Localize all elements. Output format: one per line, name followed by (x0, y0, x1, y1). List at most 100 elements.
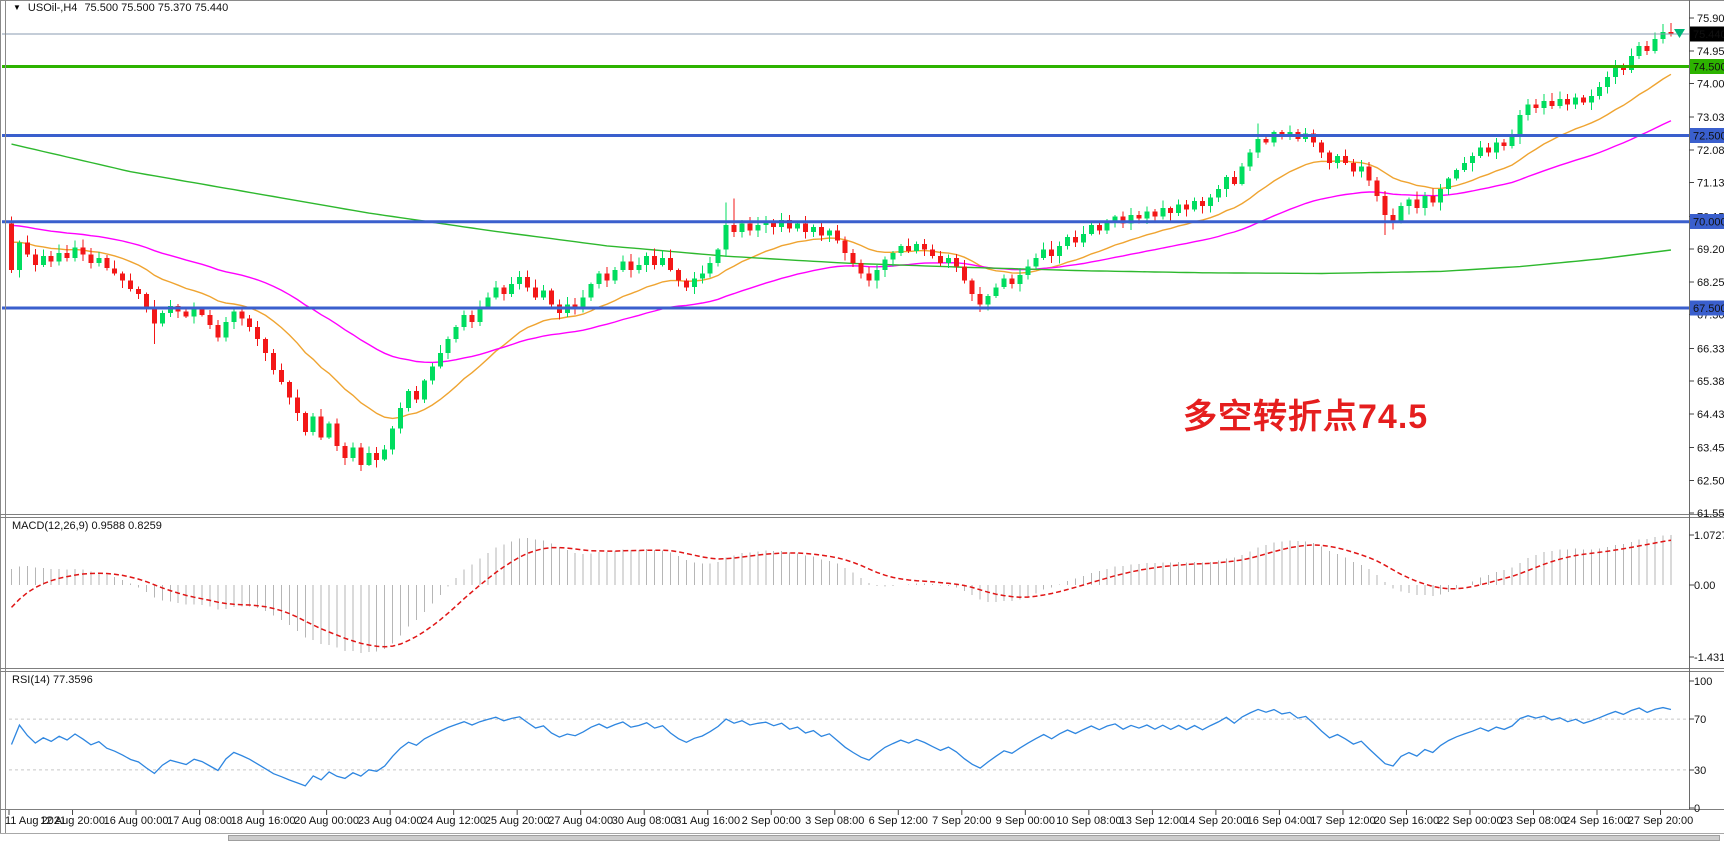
candle (80, 247, 86, 255)
price-axis[interactable]: 75.90574.95574.00573.03072.08071.13070.1… (1689, 13, 1724, 520)
candle (636, 264, 642, 270)
candle (1525, 104, 1531, 115)
candle (231, 311, 237, 322)
candle (1065, 237, 1071, 246)
candle (255, 326, 261, 339)
candle (850, 252, 856, 264)
rsi-line (10, 706, 1672, 787)
macd-indicator-label: MACD(12,26,9) 0.9588 0.8259 (12, 520, 162, 532)
candle (699, 273, 705, 279)
candle (1311, 133, 1317, 143)
candle (1454, 170, 1460, 179)
time-tick-label: 18 Aug 16:00 (231, 815, 296, 827)
scrollbar-thumb[interactable] (228, 835, 1720, 841)
candle (1223, 176, 1229, 189)
candle (890, 252, 896, 260)
ma-mid-magenta (11, 120, 1672, 364)
candle (1573, 97, 1579, 105)
candle (691, 278, 697, 288)
candle (644, 256, 650, 265)
candle (294, 397, 300, 414)
candle (1644, 45, 1650, 51)
candle (112, 268, 118, 274)
candle (120, 273, 126, 281)
time-tick-label: 10 Sep 08:00 (1056, 815, 1121, 827)
time-tick-label: 11 Aug 2021 (5, 815, 66, 827)
price-line-label: 67.500 (1693, 303, 1724, 315)
candle (366, 452, 372, 465)
candle (334, 423, 340, 446)
candle (1462, 163, 1468, 170)
candle (24, 242, 30, 255)
time-tick-label: 6 Sep 12:00 (869, 815, 928, 827)
candle (183, 311, 189, 317)
candle (1049, 249, 1055, 257)
time-tick-label: 30 Aug 08:00 (612, 815, 677, 827)
ma-slow-green (11, 143, 1672, 275)
symbol-menu-icon[interactable]: ▼ (13, 3, 21, 12)
candle (540, 290, 546, 298)
candle (445, 339, 451, 353)
price-line-label: 74.500 (1693, 62, 1724, 74)
candle (866, 273, 872, 281)
candle (1128, 214, 1134, 224)
candle (1581, 97, 1587, 103)
time-tick-label: 17 Aug 08:00 (167, 815, 232, 827)
candle (1017, 275, 1023, 284)
candle (1485, 147, 1491, 153)
rsi-axis-label: 70 (1694, 714, 1706, 726)
candle (1636, 45, 1642, 57)
candle (580, 297, 586, 308)
candle (469, 314, 475, 322)
candle (350, 447, 356, 459)
time-tick-label: 27 Aug 04:00 (548, 815, 613, 827)
candle (1469, 156, 1475, 164)
candle (1509, 137, 1515, 146)
candle (795, 223, 801, 229)
candle (1184, 204, 1190, 210)
macd-axis[interactable]: 1.0727 0.00 -1.4316 (1689, 530, 1724, 664)
price-tick-label: 74.955 (1697, 46, 1724, 58)
candle (874, 270, 880, 281)
candle (271, 352, 277, 371)
time-tick-label: 20 Sep 16:00 (1374, 815, 1439, 827)
candle (985, 295, 991, 305)
candle (1009, 278, 1015, 284)
candle (1239, 166, 1245, 184)
time-tick-label: 23 Sep 08:00 (1501, 815, 1566, 827)
candle (485, 297, 491, 308)
candle (1549, 101, 1555, 107)
candle (40, 256, 46, 265)
time-tick-label: 16 Sep 04:00 (1247, 815, 1312, 827)
candle (1430, 195, 1436, 203)
price-tick-label: 64.430 (1697, 409, 1724, 421)
candle (1033, 257, 1039, 267)
price-level-lines[interactable] (2, 33, 1689, 310)
candle (993, 287, 999, 296)
candle (906, 245, 912, 252)
candle (922, 244, 928, 250)
candle (128, 280, 134, 289)
time-tick-label: 9 Sep 00:00 (996, 815, 1055, 827)
candle (1215, 188, 1221, 198)
annotation-text: 多空转折点74.5 (1183, 398, 1429, 436)
candle (1144, 211, 1150, 219)
macd-signal-line (10, 539, 1672, 648)
candle (1390, 214, 1396, 222)
rsi-axis[interactable]: 100 70 30 0 (1689, 676, 1712, 815)
ohlc-readout: 75.500 75.500 75.370 75.440 (84, 2, 229, 14)
time-tick-label: 17 Sep 12:00 (1310, 815, 1375, 827)
price-tick-label: 73.030 (1697, 112, 1724, 124)
time-tick-label: 16 Aug 00:00 (104, 815, 169, 827)
price-tick-label: 68.255 (1697, 277, 1724, 289)
rsi-axis-label: 100 (1694, 676, 1712, 688)
horizontal-scrollbar (0, 833, 1724, 841)
candle (1255, 138, 1261, 153)
candle (1501, 142, 1507, 146)
candle (413, 390, 419, 400)
candle (683, 280, 689, 288)
